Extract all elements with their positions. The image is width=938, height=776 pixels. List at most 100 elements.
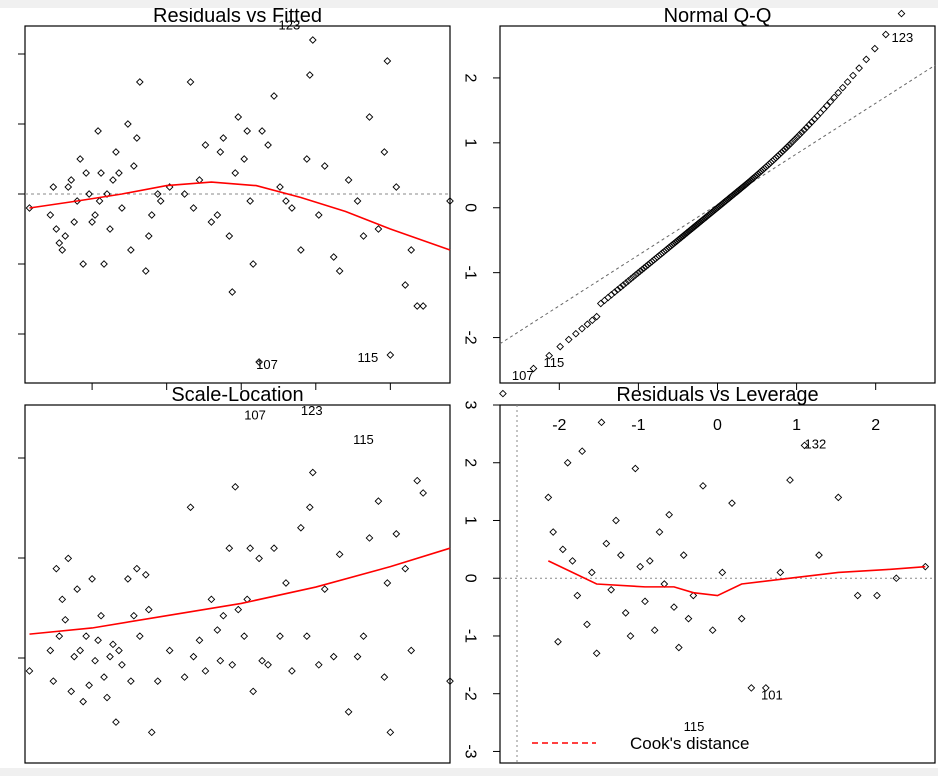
data-point [631, 271, 640, 279]
data-point [544, 493, 553, 502]
data-point [329, 253, 338, 261]
data-point [752, 171, 761, 179]
data-point [573, 591, 582, 600]
data-point [708, 626, 717, 635]
point-annotation: 107 [512, 368, 534, 383]
data-point [100, 260, 108, 268]
data-point [52, 225, 61, 233]
data-point [94, 636, 102, 645]
data-point [407, 646, 416, 655]
data-point [103, 190, 111, 198]
data-point [921, 562, 930, 571]
point-annotation: 115 [544, 355, 565, 370]
data-point [67, 176, 76, 184]
data-point [392, 183, 401, 191]
data-point [133, 564, 141, 573]
data-point [282, 579, 290, 587]
x-tick-label: 1 [792, 417, 801, 434]
data-point [213, 211, 222, 219]
data-point [297, 523, 305, 532]
data-point [118, 204, 126, 212]
data-point [303, 155, 311, 163]
data-point [583, 620, 591, 629]
data-point [115, 646, 123, 655]
data-point [558, 545, 567, 554]
point-annotation: 101 [761, 687, 783, 702]
data-point [834, 493, 843, 502]
data-point [314, 660, 323, 669]
data-point [386, 728, 395, 737]
data-point [793, 133, 802, 141]
data-point [264, 660, 272, 669]
data-point [610, 288, 619, 297]
data-point [58, 595, 67, 604]
data-point [70, 652, 79, 661]
data-point [607, 290, 616, 299]
data-point [207, 218, 216, 226]
data-point [597, 418, 606, 427]
data-point [255, 358, 263, 366]
point-annotation: 115 [358, 350, 379, 365]
data-point [58, 246, 67, 254]
data-point [82, 632, 90, 641]
data-point [786, 476, 794, 484]
data-point [106, 652, 114, 661]
data-point [147, 211, 156, 219]
trend-line [29, 547, 451, 635]
data-point [76, 646, 85, 655]
data-point [61, 615, 70, 624]
data-point [529, 364, 538, 373]
data-point [787, 139, 795, 148]
data-point [85, 190, 93, 198]
data-point [802, 123, 811, 132]
data-point [180, 190, 189, 198]
data-point [838, 83, 847, 92]
data-point [130, 162, 138, 170]
data-point [892, 574, 901, 583]
data-point [564, 335, 573, 344]
data-point [216, 148, 225, 156]
data-point [666, 242, 675, 251]
data-point [642, 262, 650, 271]
data-point [359, 232, 368, 240]
data-point [246, 197, 255, 205]
data-point [46, 211, 55, 219]
panel-title: Normal Q-Q [664, 8, 772, 27]
data-point [777, 148, 786, 157]
data-point [234, 605, 243, 614]
data-point [419, 489, 427, 497]
plot-frame [24, 404, 451, 764]
y-tick-label: -1 [462, 629, 479, 643]
data-point [843, 78, 852, 86]
data-point [592, 649, 601, 658]
data-point [670, 603, 678, 611]
data-point [776, 568, 785, 577]
data-point [135, 78, 144, 86]
data-point [629, 273, 638, 281]
data-point [728, 499, 736, 507]
data-point [70, 218, 79, 226]
y-tick-label: 2 [462, 73, 479, 82]
scale-location-panel: 107 123 115 Scale-Location [18, 384, 454, 764]
data-point [386, 351, 395, 359]
data-point [650, 626, 659, 635]
data-point [699, 482, 707, 490]
data-point [186, 503, 195, 512]
trend-line [29, 181, 451, 251]
data-point [91, 656, 99, 665]
data-point [568, 557, 577, 565]
data-point [823, 101, 831, 110]
data-point [207, 595, 216, 604]
data-point [258, 656, 266, 665]
data-point [82, 169, 90, 177]
data-point [862, 55, 871, 64]
data-point [231, 482, 240, 491]
x-tick-label: 2 [871, 417, 880, 434]
data-point [153, 677, 162, 686]
point-annotation: 123 [301, 403, 323, 418]
data-point [97, 169, 105, 177]
